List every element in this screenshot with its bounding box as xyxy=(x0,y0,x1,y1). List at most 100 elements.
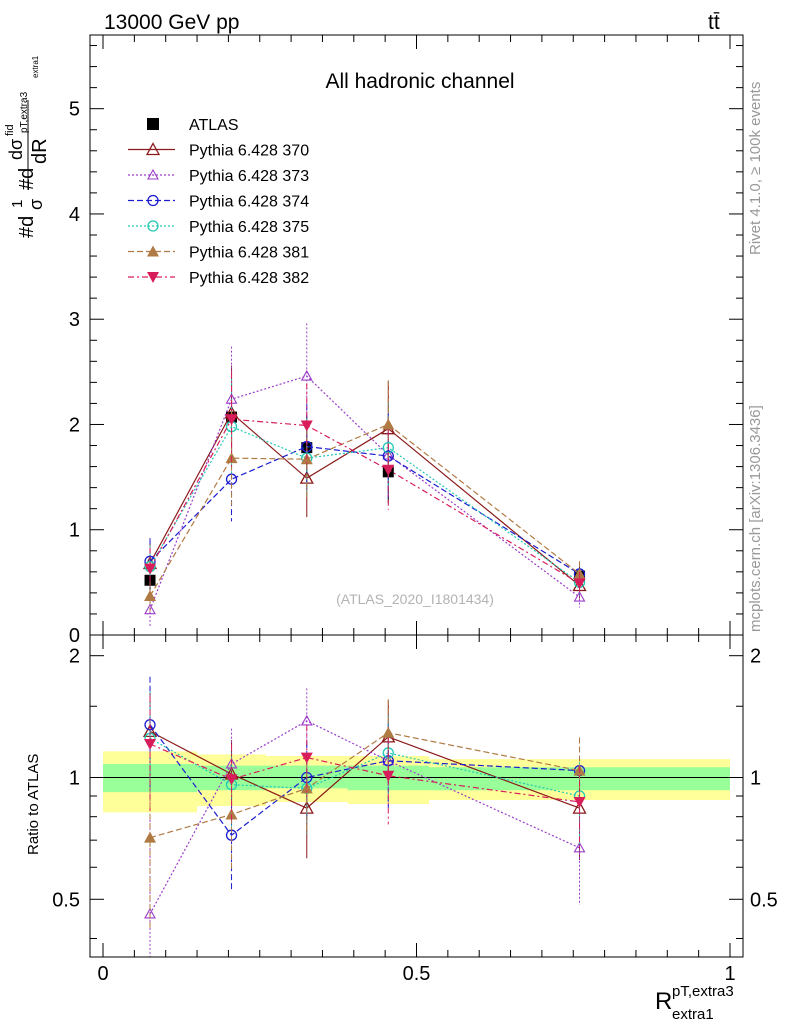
y-tick-label: 4 xyxy=(69,204,80,226)
data-point xyxy=(382,464,395,476)
legend-marker xyxy=(147,168,159,180)
legend-entry: Pythia 6.428 370 xyxy=(128,142,309,160)
data-point xyxy=(382,418,395,430)
ratio-point xyxy=(144,738,157,750)
legend-marker xyxy=(147,118,159,130)
y-tick-label: 0 xyxy=(69,625,80,647)
ratio-y-tick-label: 2 xyxy=(69,646,80,668)
series-pythia-6.428-375 xyxy=(144,379,586,595)
ratio-reference-band xyxy=(90,751,743,813)
legend-label: Pythia 6.428 374 xyxy=(189,194,309,211)
energy-label: 13000 GeV pp xyxy=(104,11,239,34)
legend-entry: Pythia 6.428 375 xyxy=(128,219,309,236)
ratio-point xyxy=(144,831,157,843)
legend-label: ATLAS xyxy=(189,117,239,134)
ratio-series-pythia-6.428-382 xyxy=(144,695,586,847)
y-tick-label: 5 xyxy=(69,99,80,121)
series-atlas xyxy=(144,380,586,593)
legend-entry: Pythia 6.428 381 xyxy=(128,245,309,262)
x-tick-label: 0.5 xyxy=(403,963,431,985)
ratio-point xyxy=(382,726,395,738)
rivet-label: Rivet 4.1.0, ≥ 100k events xyxy=(747,82,764,255)
ratio-y-tick-label-right: 2 xyxy=(750,646,761,668)
data-point xyxy=(144,563,157,575)
ratio-line xyxy=(149,743,580,803)
series-pythia-6.428-381 xyxy=(144,380,586,612)
ratio-y-tick-label: 0.5 xyxy=(52,889,80,911)
svg-text:dR: dR xyxy=(29,138,51,164)
ratio-line xyxy=(149,724,580,837)
ratio-y-tick-label-right: 1 xyxy=(750,767,761,789)
ratio-panel: 0.5 1 2 0.5 1 2 0 0.5 1 Ratio to ATLAS xyxy=(25,634,778,985)
legend-label: Pythia 6.428 373 xyxy=(189,168,309,185)
data-point xyxy=(573,590,586,602)
svg-text:σ: σ xyxy=(26,199,46,210)
series-line xyxy=(149,418,580,584)
x-tick-label: 1 xyxy=(724,963,735,985)
legend-marker xyxy=(145,142,161,156)
svg-text:extra1: extra1 xyxy=(672,1006,714,1023)
process-label: tt̄ xyxy=(708,11,720,34)
ratio-series-layer xyxy=(142,676,587,957)
legend-marker xyxy=(147,220,159,232)
legend-entry: ATLAS xyxy=(147,117,239,134)
series-pythia-6.428-373 xyxy=(144,323,586,628)
legend-label: Pythia 6.428 381 xyxy=(189,245,309,262)
series-line xyxy=(149,423,580,597)
legend-marker xyxy=(147,245,159,257)
y-tick-label: 3 xyxy=(69,309,80,331)
svg-text:extra1: extra1 xyxy=(31,55,40,78)
chart-title: All hadronic channel xyxy=(325,70,514,93)
main-series-layer xyxy=(142,323,587,628)
ratio-y-axis-label: Ratio to ATLAS xyxy=(25,754,42,855)
series-line xyxy=(149,375,580,610)
legend-marker xyxy=(147,272,159,283)
ratio-point xyxy=(225,808,238,820)
svg-text:#d: #d xyxy=(16,168,38,190)
mcplots-label: mcplots.cern.ch [arXiv:1306.3436] xyxy=(747,405,764,632)
svg-text:R: R xyxy=(655,988,672,1015)
ratio-point xyxy=(300,752,313,764)
ratio-point xyxy=(382,770,395,782)
main-frame xyxy=(89,34,744,636)
data-point xyxy=(300,369,313,381)
x-axis-label: R pT,extra3 extra1 xyxy=(655,983,734,1023)
analysis-label: (ATLAS_2020_I1801434) xyxy=(336,591,494,607)
x-tick-label: 0 xyxy=(97,963,108,985)
legend-entry: Pythia 6.428 373 xyxy=(128,168,309,185)
ratio-series-pythia-6.428-373 xyxy=(144,688,586,957)
legend: ATLAS Pythia 6.428 370 Pythia 6.428 373 Pyt… xyxy=(128,117,309,287)
ratio-point xyxy=(225,774,238,786)
legend-label: Pythia 6.428 375 xyxy=(189,219,309,236)
legend-marker xyxy=(147,194,159,207)
ratio-point xyxy=(573,841,586,853)
svg-text:pT,extra3: pT,extra3 xyxy=(672,983,734,1000)
ratio-y-tick-label-right: 0.5 xyxy=(750,889,778,911)
ratio-series-pythia-6.428-381 xyxy=(144,699,586,930)
ratio-y-tick-label: 1 xyxy=(69,767,80,789)
data-point xyxy=(300,420,313,432)
svg-text:1: 1 xyxy=(9,200,26,208)
legend-label: Pythia 6.428 370 xyxy=(189,143,309,160)
main-y-axis-label: #d 1 σ #d dσ fid pT,extra3 extra1 dR xyxy=(4,55,51,238)
legend-entry: Pythia 6.428 382 xyxy=(128,270,309,287)
series-pythia-6.428-382 xyxy=(144,371,586,595)
data-point xyxy=(144,590,157,602)
ratio-point xyxy=(573,796,586,808)
main-panel: 0 1 2 3 4 5 All hadronic channel (ATLAS_2020_… xyxy=(4,34,744,647)
series-pythia-6.428-370 xyxy=(142,365,587,599)
data-point xyxy=(573,578,586,590)
legend-entry: Pythia 6.428 374 xyxy=(128,194,309,211)
series-line xyxy=(149,411,580,586)
y-tick-label: 1 xyxy=(69,520,80,542)
legend-label: Pythia 6.428 382 xyxy=(189,270,309,287)
svg-text:fid: fid xyxy=(4,124,16,136)
ratio-point xyxy=(300,782,313,794)
svg-text:#d: #d xyxy=(16,216,38,238)
data-point xyxy=(144,603,156,615)
y-tick-label: 2 xyxy=(69,414,80,436)
series-line xyxy=(149,445,580,575)
ratio-point xyxy=(300,714,313,726)
svg-text:pT,extra3: pT,extra3 xyxy=(19,91,30,133)
